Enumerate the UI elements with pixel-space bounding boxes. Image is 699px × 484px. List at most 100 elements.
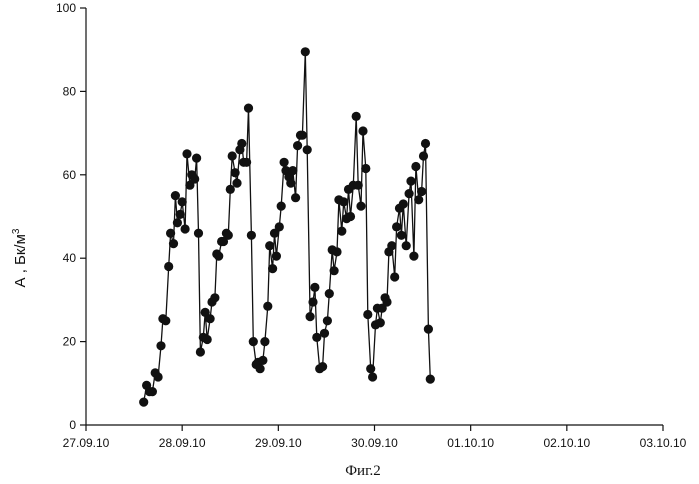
- data-point: [192, 154, 201, 163]
- data-point: [320, 329, 329, 338]
- x-tick-label: 28.09.10: [159, 436, 206, 450]
- y-tick-label: 40: [63, 251, 77, 265]
- data-point: [325, 289, 334, 298]
- data-point: [268, 264, 277, 273]
- data-point: [166, 229, 175, 238]
- data-point: [310, 283, 319, 292]
- data-point: [203, 335, 212, 344]
- data-point: [214, 252, 223, 261]
- data-point: [419, 151, 428, 160]
- data-point: [148, 387, 157, 396]
- data-point: [154, 372, 163, 381]
- data-point: [182, 149, 191, 158]
- data-point: [306, 312, 315, 321]
- data-point: [358, 126, 367, 135]
- data-point: [161, 316, 170, 325]
- data-point: [387, 241, 396, 250]
- data-point: [352, 112, 361, 121]
- data-point: [226, 185, 235, 194]
- data-point: [426, 375, 435, 384]
- data-point: [397, 231, 406, 240]
- data-point: [339, 197, 348, 206]
- y-tick-label: 20: [63, 335, 77, 349]
- data-point: [275, 222, 284, 231]
- data-point: [390, 272, 399, 281]
- x-tick-label: 02.10.10: [543, 436, 590, 450]
- data-point: [301, 47, 310, 56]
- data-point: [244, 104, 253, 113]
- y-tick-label: 0: [69, 418, 76, 432]
- data-point: [291, 193, 300, 202]
- data-point: [368, 372, 377, 381]
- data-point: [424, 325, 433, 334]
- data-point: [237, 139, 246, 148]
- data-point: [363, 310, 372, 319]
- data-point: [346, 212, 355, 221]
- x-tick-label: 30.09.10: [351, 436, 398, 450]
- data-point: [382, 297, 391, 306]
- data-point: [286, 179, 295, 188]
- data-point: [361, 164, 370, 173]
- y-axis-label: А , Бк/м3: [11, 228, 29, 287]
- data-point: [258, 356, 267, 365]
- data-point: [406, 177, 415, 186]
- data-point: [308, 297, 317, 306]
- data-point: [323, 316, 332, 325]
- data-point: [190, 174, 199, 183]
- figure-caption: Фиг.2: [345, 463, 381, 479]
- data-point: [417, 187, 426, 196]
- data-point: [293, 141, 302, 150]
- data-point: [178, 197, 187, 206]
- data-point: [399, 199, 408, 208]
- data-point: [411, 162, 420, 171]
- data-point: [330, 266, 339, 275]
- data-point: [169, 239, 178, 248]
- data-point: [288, 166, 297, 175]
- data-point: [173, 218, 182, 227]
- data-point: [210, 293, 219, 302]
- y-tick-label: 60: [63, 168, 77, 182]
- data-point: [354, 181, 363, 190]
- data-point: [298, 131, 307, 140]
- data-point: [260, 337, 269, 346]
- data-point: [263, 302, 272, 311]
- y-axis-label-main: А , Бк/м: [12, 234, 29, 287]
- markers: [139, 47, 435, 407]
- data-point: [356, 202, 365, 211]
- data-point: [232, 179, 241, 188]
- data-point: [171, 191, 180, 200]
- data-point: [409, 252, 418, 261]
- data-point: [176, 210, 185, 219]
- data-point: [402, 241, 411, 250]
- x-tick-label: 27.09.10: [63, 436, 110, 450]
- data-point: [249, 337, 258, 346]
- x-tick-label: 01.10.10: [447, 436, 494, 450]
- data-point: [376, 318, 385, 327]
- y-tick-label: 80: [63, 84, 77, 98]
- data-point: [228, 151, 237, 160]
- y-tick-label: 100: [56, 1, 76, 15]
- axes: [86, 8, 663, 425]
- data-point: [181, 224, 190, 233]
- x-tick-label: 29.09.10: [255, 436, 302, 450]
- data-point: [277, 202, 286, 211]
- data-point: [303, 145, 312, 154]
- data-point: [194, 229, 203, 238]
- data-point: [265, 241, 274, 250]
- data-point: [256, 364, 265, 373]
- data-point: [280, 158, 289, 167]
- y-axis-label-sup: 3: [11, 228, 22, 234]
- data-point: [139, 398, 148, 407]
- data-point: [224, 231, 233, 240]
- x-tick-label: 03.10.10: [640, 436, 687, 450]
- data-point: [405, 189, 414, 198]
- data-point: [421, 139, 430, 148]
- data-point: [247, 231, 256, 240]
- data-point: [231, 168, 240, 177]
- data-point: [318, 362, 327, 371]
- data-point: [196, 347, 205, 356]
- data-point: [206, 314, 215, 323]
- data-point: [392, 222, 401, 231]
- data-point: [332, 247, 341, 256]
